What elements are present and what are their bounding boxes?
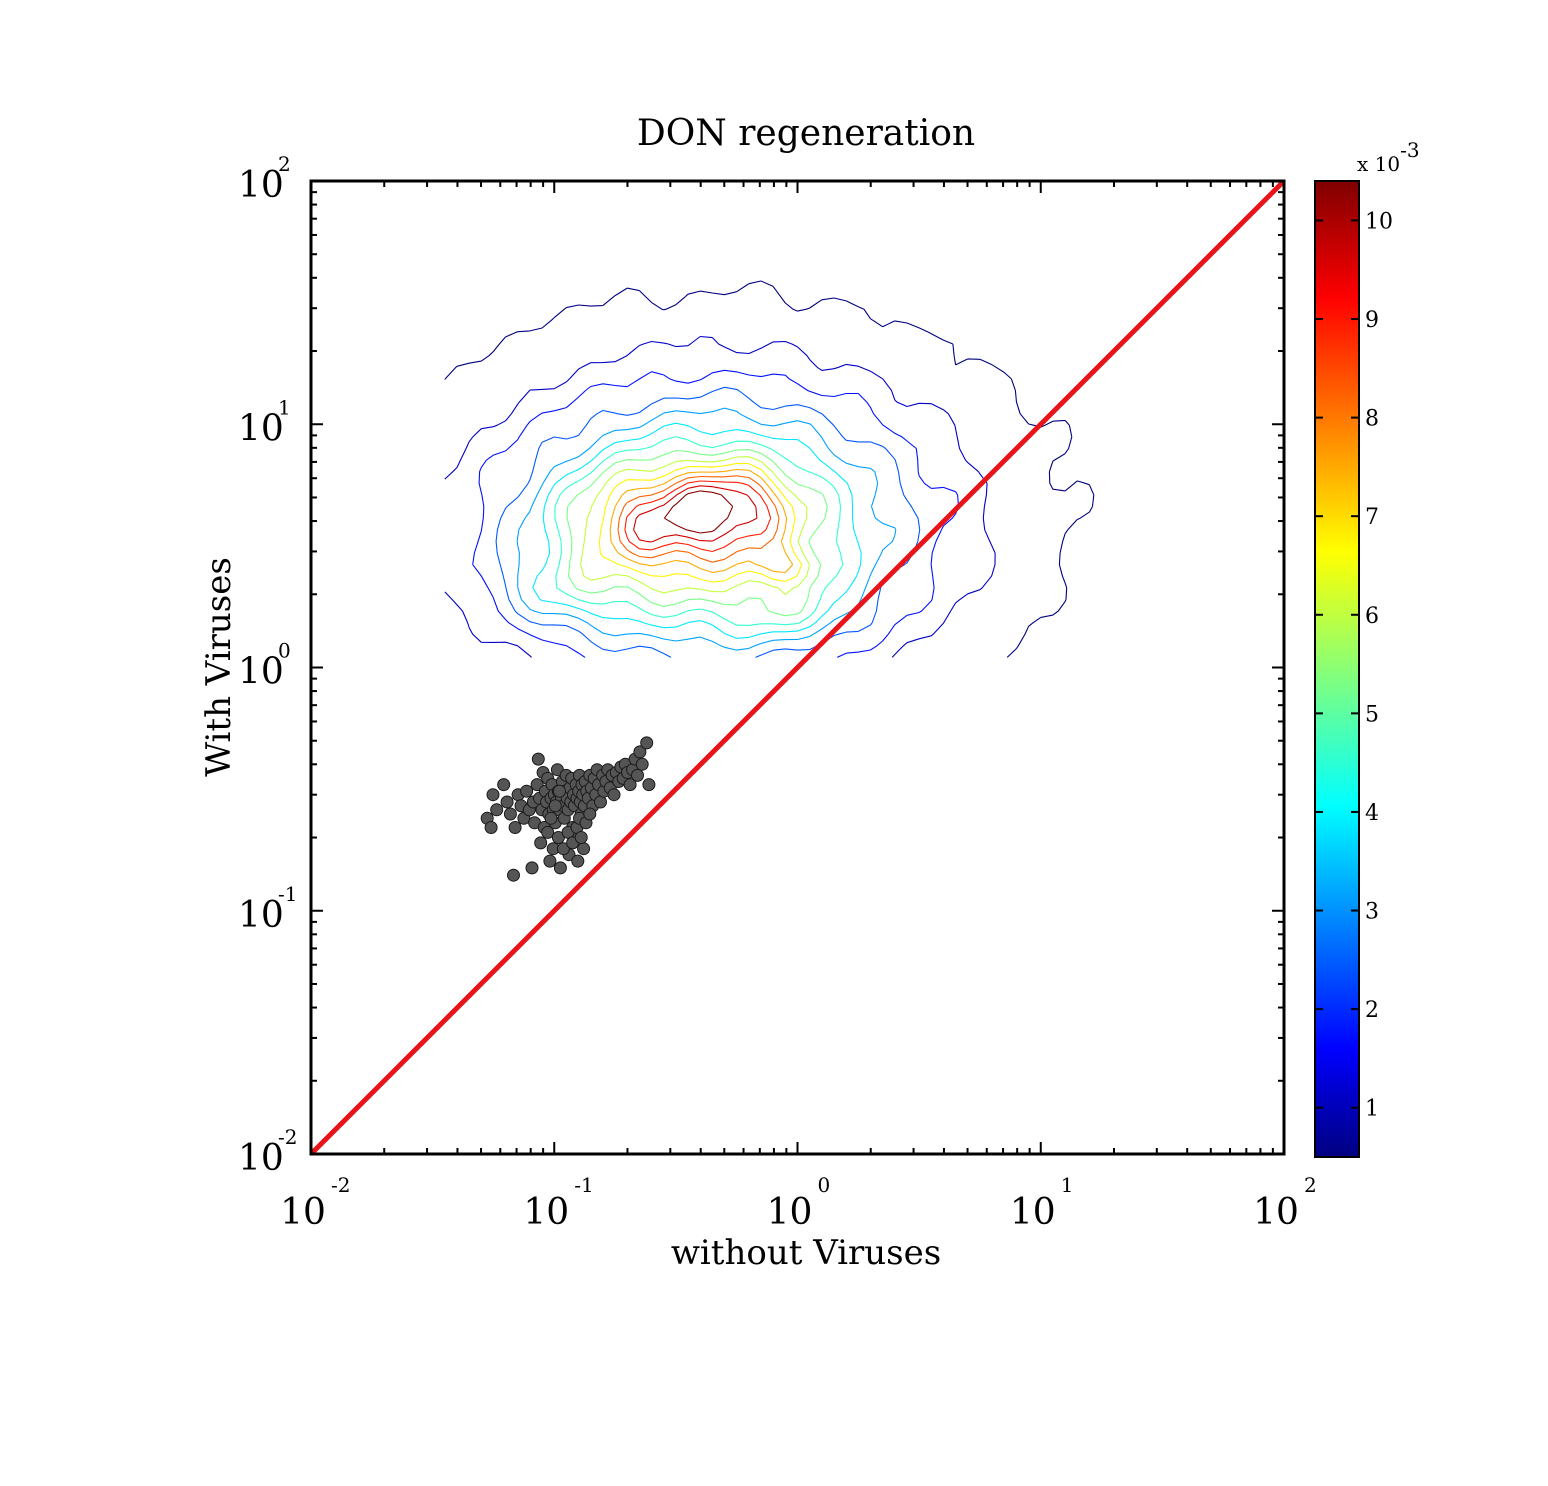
- scatter-point: [508, 821, 522, 834]
- scatter-point: [583, 807, 597, 821]
- scatter-series: [480, 736, 656, 882]
- scatter-point: [574, 831, 588, 844]
- scatter-point: [633, 745, 647, 759]
- x-tick-label: 10: [1010, 1192, 1056, 1233]
- scatter-point: [623, 778, 637, 792]
- axis-ticks: [310, 181, 1284, 1155]
- reference-line: [311, 181, 1284, 1154]
- y-tick-exponent: -1: [278, 882, 297, 906]
- y-tick-exponent: 1: [278, 395, 291, 419]
- scatter-point: [507, 868, 520, 882]
- scatter-point: [544, 811, 558, 825]
- contour-line: [580, 456, 811, 596]
- scatter-point: [635, 757, 649, 771]
- contour-line: [624, 480, 772, 553]
- chart-title: DON regeneration: [637, 113, 975, 154]
- x-tick-exponent: 0: [818, 1173, 831, 1197]
- scatter-point: [531, 752, 545, 766]
- contour-line: [554, 436, 844, 626]
- colorbar-tick-label: 10: [1365, 209, 1393, 234]
- contour-line: [495, 386, 921, 658]
- reference-line-group: [311, 181, 1284, 1154]
- scatter-point: [497, 778, 511, 792]
- scatter-point: [631, 768, 644, 782]
- scatter-point: [543, 854, 557, 868]
- scatter-point: [484, 821, 498, 834]
- y-tick-exponent: -2: [278, 1125, 297, 1149]
- scatter-point: [640, 736, 654, 750]
- scatter-point: [548, 799, 562, 813]
- scatter-point: [525, 861, 539, 875]
- colorbar-tick-label: 5: [1365, 702, 1379, 727]
- x-tick-label: 10: [767, 1192, 813, 1233]
- contour-line: [598, 462, 803, 583]
- colorbar-multiplier: x 10-3: [1357, 138, 1420, 176]
- y-tick-label: 10: [238, 652, 284, 693]
- x-axis-label: without Viruses: [671, 1233, 941, 1273]
- y-tick-label: 10: [238, 165, 284, 206]
- scatter-point: [500, 795, 514, 809]
- scatter-point: [486, 788, 500, 802]
- scatter-point: [503, 807, 517, 821]
- density-contours: [444, 280, 1095, 658]
- scatter-point: [571, 854, 585, 868]
- contour-line: [444, 335, 996, 658]
- contour-line: [566, 449, 828, 617]
- contour-line: [663, 490, 734, 534]
- scatter-point: [541, 825, 555, 839]
- scatter-point: [553, 861, 567, 875]
- contour-line: [532, 422, 862, 639]
- contour-line: [444, 280, 1095, 658]
- y-tick-exponent: 2: [278, 152, 291, 176]
- y-tick-label: 10: [238, 408, 284, 449]
- colorbar-tick-label: 8: [1365, 407, 1379, 432]
- colorbar-tick-label: 7: [1365, 505, 1379, 530]
- x-tick-exponent: 1: [1061, 1173, 1074, 1197]
- colorbar-ticks: 1 2 3 4 5 6 7 8 9 10: [1315, 209, 1393, 1122]
- scatter-point: [594, 795, 607, 809]
- scatter-point: [577, 842, 591, 856]
- x-tick-label: 10: [280, 1192, 326, 1233]
- x-tick-label: 10: [523, 1192, 569, 1233]
- scatter-point: [607, 788, 621, 802]
- colorbar-tick-label: 1: [1365, 1097, 1379, 1122]
- scatter-point: [490, 803, 504, 817]
- scatter-point: [556, 842, 570, 856]
- contour-line: [472, 369, 960, 658]
- colorbar-tick-label: 4: [1365, 801, 1379, 826]
- x-tick-exponent: -1: [574, 1173, 593, 1197]
- y-tick-exponent: 0: [278, 639, 291, 663]
- y-tick-label: 10: [238, 1138, 284, 1179]
- y-tick-label: 10: [238, 895, 284, 936]
- contour-line: [633, 485, 758, 543]
- scatter-point: [520, 784, 534, 798]
- contour-line: [516, 407, 897, 651]
- x-tick-exponent: -2: [331, 1173, 350, 1197]
- scatter-point: [552, 784, 566, 798]
- colorbar-tick-label: 2: [1365, 998, 1379, 1023]
- x-tick-label: 10: [1253, 1192, 1299, 1233]
- contour-line: [609, 468, 794, 574]
- y-axis-label: With Viruses: [199, 557, 239, 777]
- scatter-point: [642, 778, 656, 792]
- colorbar-tick-label: 3: [1365, 900, 1379, 925]
- colorbar-tick-label: 6: [1365, 604, 1379, 629]
- scatter-point: [534, 836, 548, 850]
- colorbar: [1314, 180, 1360, 1158]
- x-tick-exponent: 2: [1304, 1173, 1317, 1197]
- contour-line: [617, 475, 780, 563]
- colorbar-tick-label: 9: [1365, 308, 1379, 333]
